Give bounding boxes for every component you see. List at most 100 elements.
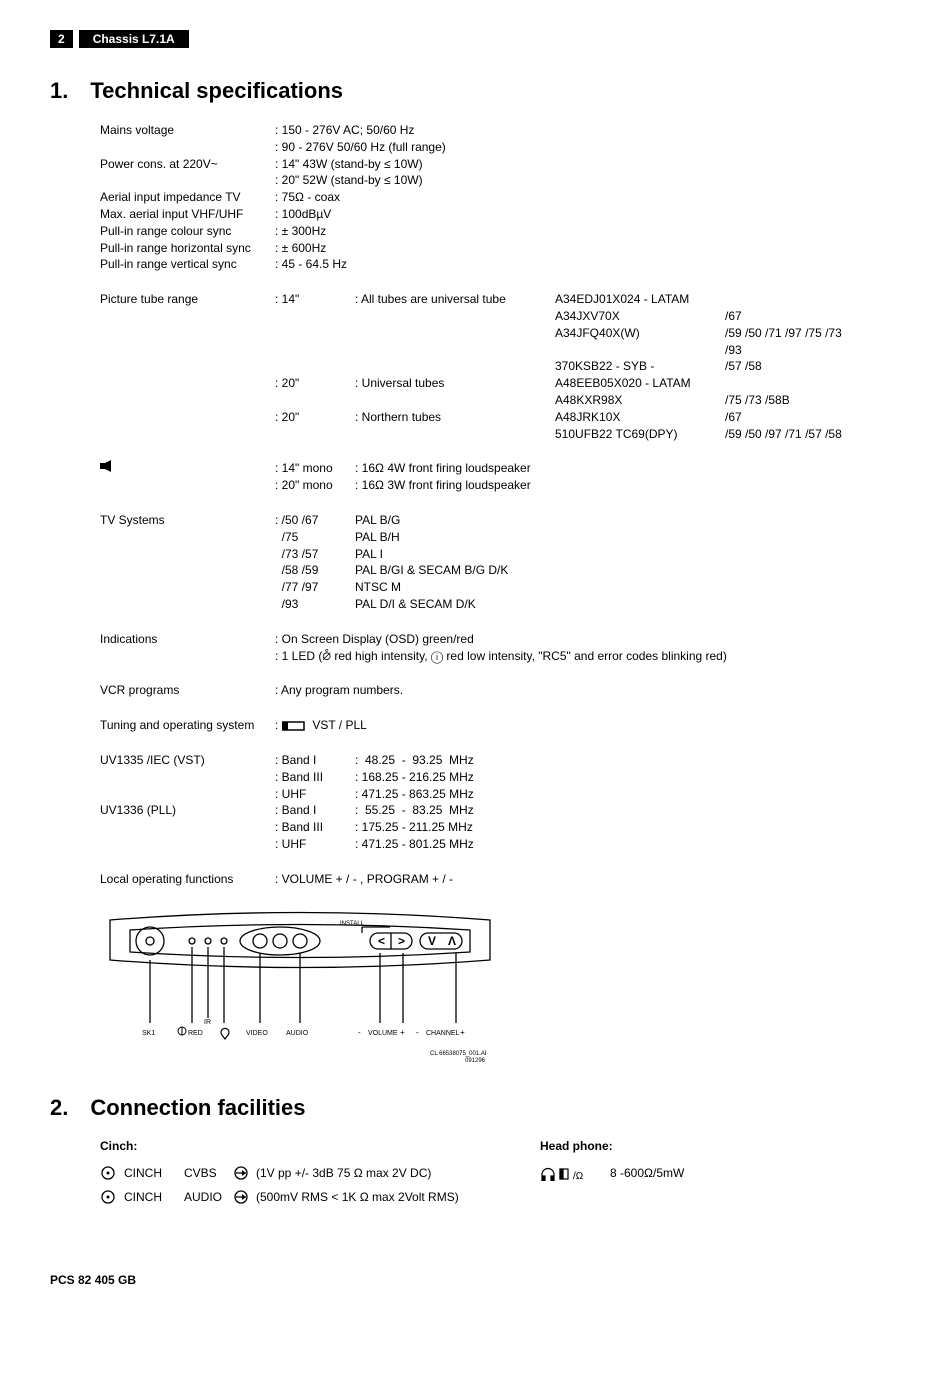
picture-tube-range: Picture tube range : 14" : All tubes are… [100, 291, 900, 442]
tv-standard: PAL D/I & SECAM D/K [355, 596, 805, 613]
spec-label: TV Systems [100, 512, 275, 529]
spec-value: VST / PLL [312, 717, 366, 734]
speaker-size: : 20" mono [275, 477, 355, 494]
spec-label: VCR programs [100, 682, 275, 699]
conn-spec: (500mV RMS < 1K Ω max 2Volt RMS) [256, 1190, 459, 1204]
svg-text:-: - [358, 1028, 361, 1037]
spec-value: : 90 - 276V 50/60 Hz (full range) [275, 139, 725, 156]
tv-standard: PAL B/GI & SECAM B/G D/K [355, 562, 805, 579]
spec-value: : 75Ω - coax [275, 189, 725, 206]
chassis-header: 2 Chassis L7.1A [50, 30, 189, 48]
headphone-icon: /Ω [540, 1165, 590, 1181]
spec-label: Mains voltage [100, 122, 275, 139]
tube-codes: /57 /58 [725, 358, 860, 375]
tube-model: A34JFQ40X(W) [555, 325, 725, 342]
spec-value: : ± 300Hz [275, 223, 725, 240]
band: : Band I [275, 752, 355, 769]
tv-code: /73 /57 [275, 546, 355, 563]
speaker-size: : 14" mono [275, 460, 355, 477]
tube-codes: /75 /73 /58B [725, 392, 860, 409]
svg-text:IR: IR [204, 1019, 211, 1026]
svg-text:CHANNEL: CHANNEL [426, 1030, 460, 1037]
svg-text:<: < [378, 934, 385, 948]
svg-text:Λ: Λ [448, 934, 456, 948]
section1-title: 1. Technical specifications [50, 78, 900, 104]
conn-name: CINCH [124, 1190, 184, 1204]
cinch-icon [100, 1165, 116, 1181]
remote-icon [282, 721, 306, 731]
freq: : 55.25 - 83.25 MHz [355, 802, 805, 819]
tube-desc: : All tubes are universal tube [355, 291, 555, 308]
svg-text:>: > [398, 934, 405, 948]
tv-code: /75 [275, 529, 355, 546]
spec-value: : 1 LED (⦲ red high intensity, ⓘ red low… [275, 648, 895, 665]
spec-label: Indications [100, 631, 275, 648]
svg-text:RED: RED [188, 1030, 203, 1037]
spec-value: : Any program numbers. [275, 682, 725, 699]
tuner-bands: UV1335 /IEC (VST) : Band I : 48.25 - 93.… [100, 752, 900, 853]
spec-value: : 100dBµV [275, 206, 725, 223]
svg-text:VIDEO: VIDEO [246, 1030, 268, 1037]
tube-model: 510UFB22 TC69(DPY) [555, 426, 725, 443]
svg-text:VOLUME: VOLUME [368, 1030, 398, 1037]
tube-codes: /67 [725, 409, 860, 426]
tube-desc: : Universal tubes [355, 375, 555, 392]
conn-spec: (1V pp +/- 3dB 75 Ω max 2V DC) [256, 1166, 431, 1180]
tube-model: A48KXR98X [555, 392, 725, 409]
spec-label: Pull-in range horizontal sync [100, 240, 275, 257]
band: : Band III [275, 769, 355, 786]
tube-size: : 20" [275, 409, 355, 426]
tube-model: 370KSB22 - SYB - [555, 358, 725, 375]
spec-label: Max. aerial input VHF/UHF [100, 206, 275, 223]
tube-size: : 14" [275, 291, 355, 308]
tube-model: A34JXV70X [555, 308, 725, 325]
freq: : 48.25 - 93.25 MHz [355, 752, 805, 769]
tv-code: /77 /97 [275, 579, 355, 596]
tube-codes: /59 /50 /97 /71 /57 /58 [725, 426, 860, 443]
spec-label: Pull-in range colour sync [100, 223, 275, 240]
speaker-spec: : 14" mono : 16Ω 4W front firing loudspe… [100, 460, 900, 494]
band: : UHF [275, 786, 355, 803]
footer: PCS 82 405 GB [50, 1273, 900, 1287]
speaker-desc: : 16Ω 4W front firing loudspeaker [355, 460, 805, 477]
front-panel-diagram: < > V Λ INSTALL SK1 RED IR VIDEO AUDIO -… [100, 905, 900, 1075]
spec-label: Aerial input impedance TV [100, 189, 275, 206]
speaker-desc: : 16Ω 3W front firing loudspeaker [355, 477, 805, 494]
svg-text:-: - [416, 1028, 419, 1037]
local-functions: Local operating functions : VOLUME + / -… [100, 871, 900, 888]
tv-standard: PAL B/H [355, 529, 805, 546]
svg-text:+: + [400, 1028, 405, 1037]
svg-text:/Ω: /Ω [573, 1171, 584, 1181]
tube-model: A48JRK10X [555, 409, 725, 426]
spec-label: Local operating functions [100, 871, 275, 888]
tube-codes: /67 [725, 308, 860, 325]
tv-standard: PAL B/G [355, 512, 805, 529]
spec-value: : VOLUME + / - , PROGRAM + / - [275, 871, 725, 888]
spec-label: Power cons. at 220V~ [100, 156, 275, 173]
speaker-icon [100, 460, 116, 472]
spec-value: : 14" 43W (stand-by ≤ 10W) [275, 156, 725, 173]
tv-code: : /50 /67 [275, 512, 355, 529]
freq: : 168.25 - 216.25 MHz [355, 769, 805, 786]
headphone-heading: Head phone: [540, 1139, 684, 1153]
basic-specs: Mains voltage : 150 - 276V AC; 50/60 Hz … [100, 122, 900, 273]
tube-model: A34EDJ01X024 - LATAM [555, 291, 725, 308]
indications: Indications : On Screen Display (OSD) gr… [100, 631, 900, 665]
section2-title: 2. Connection facilities [50, 1095, 900, 1121]
freq: : 175.25 - 211.25 MHz [355, 819, 805, 836]
headphone-row: /Ω 8 -600Ω/5mW [540, 1165, 684, 1181]
svg-text:INSTALL: INSTALL [340, 921, 365, 927]
spec-label: Pull-in range vertical sync [100, 256, 275, 273]
tv-standard: PAL I [355, 546, 805, 563]
cinch-row: CINCH AUDIO (500mV RMS < 1K Ω max 2Volt … [100, 1189, 540, 1205]
spec-value [306, 717, 313, 734]
tube-desc: : Northern tubes [355, 409, 555, 426]
tube-size: : 20" [275, 375, 355, 392]
cinch-row: CINCH CVBS (1V pp +/- 3dB 75 Ω max 2V DC… [100, 1165, 540, 1181]
spec-label: Picture tube range [100, 291, 275, 308]
band: : Band III [275, 819, 355, 836]
svg-text:SK1: SK1 [142, 1030, 155, 1037]
vcr-programs: VCR programs : Any program numbers. [100, 682, 900, 699]
tube-codes: /59 /50 /71 /97 /75 /73 /93 [725, 325, 860, 359]
freq: : 471.25 - 863.25 MHz [355, 786, 805, 803]
